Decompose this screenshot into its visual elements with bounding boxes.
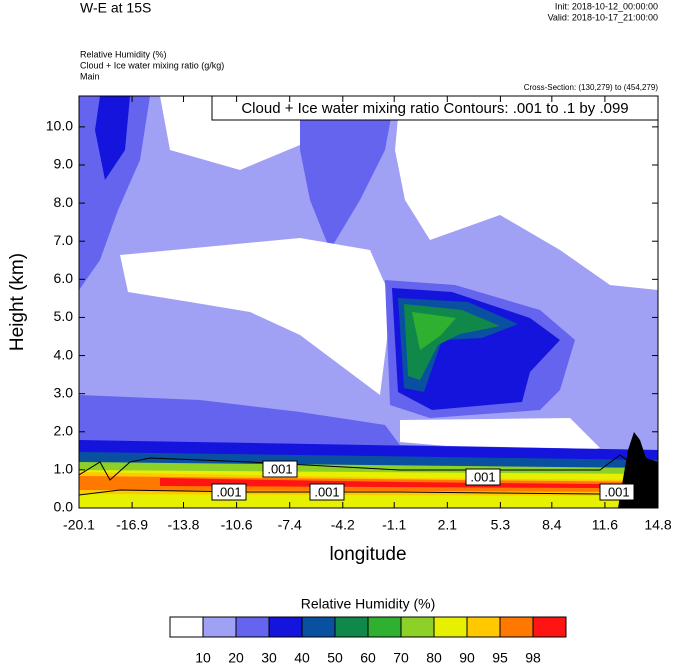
rh-region [95,96,130,180]
colorbar-label: 50 [327,650,343,666]
colorbar-box [334,616,369,638]
colorbar-box [466,616,501,638]
colorbar-title: Relative Humidity (%) [301,596,436,612]
colorbar-label: 60 [360,650,376,666]
y-tick-label: 5.0 [54,308,74,324]
colorbar-box [367,616,402,638]
field-name: Cloud + Ice water mixing ratio (g/kg) [80,60,224,70]
colorbar-label: 40 [294,650,310,666]
contour-label: .001 [267,461,292,476]
contour-label: .001 [604,484,629,499]
colorbar-label: 80 [426,650,442,666]
colorbar-box [400,616,435,638]
colorbar-box [169,616,204,638]
rh-region [400,418,600,456]
x-axis-label: longitude [329,544,406,565]
colorbar-label: 98 [525,650,541,666]
field-name: Relative Humidity (%) [80,49,167,59]
rh-region [395,96,658,290]
x-tick-label: -10.6 [221,517,253,533]
y-tick-label: 6.0 [54,270,74,286]
y-tick-label: 7.0 [54,232,74,248]
y-tick-label: 8.0 [54,194,74,210]
contour-label: .001 [216,484,241,499]
label-box [211,483,247,501]
rh-region [79,96,150,290]
x-tick-label: -4.2 [331,517,355,533]
x-tick-label: -20.1 [63,517,95,533]
colorbar-label: 95 [492,650,508,666]
y-tick-label: 10.0 [46,118,73,134]
rh-region [300,96,395,250]
y-tick-label: 0.0 [54,499,74,515]
label-box [465,468,501,486]
rh-region [412,312,456,350]
label-box [599,483,635,501]
x-tick-label: -7.4 [278,517,302,533]
x-tick-label: 14.8 [644,517,671,533]
y-tick-label: 9.0 [54,156,74,172]
x-tick-label: -13.8 [168,517,200,533]
y-tick-label: 1.0 [54,461,74,477]
valid-time: Valid: 2018-10-17_21:00:00 [548,12,658,22]
x-tick-label: -16.9 [116,517,148,533]
cross-section: Cross-Section: (130,279) to (454,279) [524,83,659,92]
label-box [262,460,298,478]
colorbar-label: 70 [393,650,409,666]
colorbar: 10 20 30 40 50 60 70 80 90 95 98 [169,616,567,666]
x-tick-label: 2.1 [438,517,458,533]
contour-label: .001 [470,469,495,484]
colorbar-label: 20 [228,650,244,666]
colorbar-box [433,616,468,638]
field-name: Main [80,71,100,81]
label-box [309,483,345,501]
colorbar-box [202,616,237,638]
x-tick-label: 11.6 [592,517,618,533]
chart-title: W-E at 15S [80,0,151,16]
rh-region [120,238,392,395]
contour-field [79,96,658,508]
contour-info: Cloud + Ice water mixing ratio Contours:… [241,100,628,117]
colorbar-label: 30 [261,650,277,666]
x-tick-label: 8.4 [542,517,562,533]
colorbar-box [301,616,336,638]
colorbar-label: 90 [459,650,475,666]
init-time: Init: 2018-10-12_00:00:00 [555,1,658,11]
colorbar-label: 10 [195,650,211,666]
colorbar-box [235,616,270,638]
contour-label: .001 [314,484,339,499]
info-box [211,95,659,121]
x-tick-label: 5.3 [491,517,511,533]
x-tick-label: -1.1 [382,517,406,533]
contour-line [79,454,641,481]
y-tick-label: 2.0 [54,422,74,438]
y-tick-label: 4.0 [54,346,74,362]
contour-labels: .001 .001 .001 .001 .001 [211,460,635,501]
colorbar-box [499,616,534,638]
y-axis-label: Height (km) [7,253,28,351]
colorbar-box [268,616,303,638]
colorbar-box [532,616,567,638]
y-tick-label: 3.0 [54,384,74,400]
